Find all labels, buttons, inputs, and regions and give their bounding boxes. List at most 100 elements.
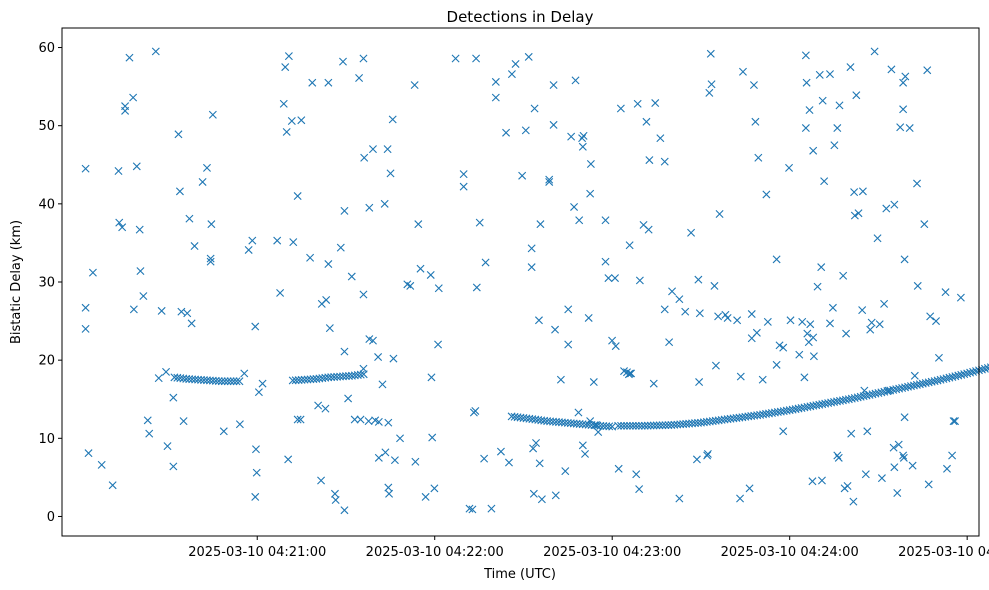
detection-point [850, 211, 859, 220]
track-point [229, 377, 238, 386]
detection-point [556, 375, 565, 384]
detection-point [660, 305, 669, 314]
detection-point [847, 429, 856, 438]
detection-point [383, 145, 392, 154]
track-point [217, 377, 226, 386]
detection-point [567, 132, 576, 141]
data-markers [81, 47, 989, 515]
detection-point [901, 72, 910, 81]
detection-point [842, 329, 851, 338]
detection-point [206, 257, 215, 266]
detection-point [524, 52, 533, 61]
detection-point [125, 53, 134, 62]
detection-point [378, 380, 387, 389]
detection-point [738, 67, 747, 76]
detection-point [88, 268, 97, 277]
detection-point [530, 104, 539, 113]
detection-point [651, 99, 660, 108]
track-point [945, 373, 954, 382]
detection-point [154, 374, 163, 383]
detection-point [695, 309, 704, 318]
detection-point [956, 293, 965, 302]
detection-point [207, 220, 216, 229]
track-point [936, 375, 945, 384]
detection-point [472, 283, 481, 292]
track-point [930, 377, 939, 386]
detection-point [894, 440, 903, 449]
detection-point [571, 76, 580, 85]
detection-point [861, 470, 870, 479]
detection-point [932, 317, 941, 326]
detection-point [145, 429, 154, 438]
detection-point [833, 451, 842, 460]
detection-point [163, 442, 172, 451]
detection-point [616, 104, 625, 113]
x-tick-label: 2025-03-10 04:24:00 [721, 545, 859, 560]
detection-point [336, 243, 345, 252]
detection-point [179, 417, 188, 426]
detection-point [151, 47, 160, 56]
detection-point [374, 353, 383, 362]
detection-point [779, 343, 788, 352]
detection-point [584, 313, 593, 322]
detection-point [772, 360, 781, 369]
detection-point [880, 299, 889, 308]
detection-point [692, 455, 701, 464]
detection-point [535, 459, 544, 468]
detection-point [846, 63, 855, 72]
detection-point [434, 340, 443, 349]
detection-point [863, 427, 872, 436]
track-point [939, 375, 948, 384]
detection-point [899, 453, 908, 462]
track-point [658, 421, 667, 430]
detection-point [751, 117, 760, 126]
detection-point [527, 263, 536, 272]
detection-point [714, 312, 723, 321]
detection-point [185, 214, 194, 223]
detection-point [779, 427, 788, 436]
detection-point [386, 169, 395, 178]
detection-point [887, 65, 896, 74]
detection-point [594, 428, 603, 437]
detection-point [786, 316, 795, 325]
detection-point [235, 420, 244, 429]
detection-point [324, 78, 333, 87]
detection-point [834, 453, 843, 462]
detection-point [421, 492, 430, 501]
detection-point [368, 336, 377, 345]
track-point [617, 421, 626, 430]
detection-point [468, 505, 477, 514]
detection-point [157, 306, 166, 315]
detection-point [374, 453, 383, 462]
detection-point [169, 462, 178, 471]
detection-point [284, 455, 293, 464]
detection-point [297, 116, 306, 125]
detection-point [281, 63, 290, 72]
detection-point [890, 200, 899, 209]
detection-point [611, 274, 619, 283]
track-point [620, 421, 629, 430]
detection-point [798, 317, 807, 326]
detection-point [579, 131, 588, 140]
detection-point [624, 370, 633, 379]
detection-point [924, 480, 933, 489]
detection-point [491, 77, 500, 86]
track-point [214, 377, 223, 386]
detection-point [527, 244, 536, 253]
detection-point [920, 220, 929, 229]
detection-point [772, 255, 781, 264]
detection-point [875, 320, 884, 329]
chart-title: Detections in Delay [447, 8, 594, 26]
detection-point [850, 188, 859, 197]
track-point [634, 421, 643, 430]
detection-point [858, 187, 867, 196]
detection-point [601, 257, 610, 266]
detection-point [758, 375, 767, 384]
track-point [933, 376, 942, 385]
detection-point [809, 146, 818, 155]
detection-point [749, 81, 758, 90]
track-point [605, 422, 614, 431]
detection-point [390, 456, 399, 465]
detection-point [480, 454, 489, 463]
detection-point [913, 179, 921, 188]
